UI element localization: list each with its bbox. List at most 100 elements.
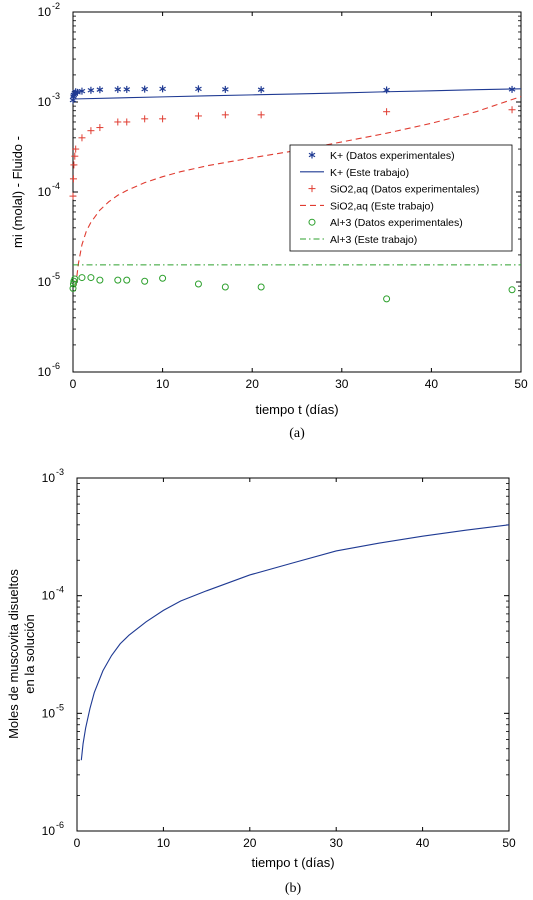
legend-a: K+ (Datos experimentales) K+ (Este trabaj… xyxy=(289,144,513,252)
data-point-circle xyxy=(114,276,122,284)
x-tick-label: 0 xyxy=(70,377,77,391)
data-point-plus xyxy=(141,115,149,123)
legend-circle-swatch xyxy=(308,218,316,226)
y-tick-exponent: -5 xyxy=(56,702,64,712)
y-tick-label: 10 xyxy=(38,365,52,379)
asterisk-stroke xyxy=(78,88,86,94)
asterisk-stroke xyxy=(114,87,122,92)
x-tick-label: 30 xyxy=(335,377,349,391)
y-tick-exponent: -2 xyxy=(52,1,60,11)
y-tick-exponent: -3 xyxy=(52,91,60,101)
data-point-plus xyxy=(71,152,79,160)
data-point-plus xyxy=(114,118,122,126)
series-group-b xyxy=(80,524,510,761)
data-point-circle xyxy=(69,284,77,292)
y-tick-exponent: -3 xyxy=(56,467,64,477)
legend-entry-label: SiO2,aq (Este trabajo) xyxy=(330,200,434,212)
data-point-circle xyxy=(194,280,202,288)
y-tick-label: 10 xyxy=(42,589,56,603)
x-tick-label: 50 xyxy=(514,377,528,391)
x-tick-label: 10 xyxy=(156,377,170,391)
x-axis-label-a: tiempo t (días) xyxy=(255,402,338,417)
data-point-asterisk xyxy=(96,86,104,94)
y-tick-label: 10 xyxy=(38,5,52,19)
data-point-asterisk xyxy=(383,86,390,94)
data-point-circle xyxy=(257,283,265,291)
plot-area-b xyxy=(76,477,510,832)
asterisk-stroke xyxy=(257,87,265,92)
data-point-circle xyxy=(383,295,391,303)
data-point-asterisk xyxy=(195,85,202,93)
data-point-asterisk xyxy=(221,85,229,93)
data-point-plus xyxy=(96,124,104,132)
data-point-plus xyxy=(69,175,77,183)
series-line-b-0 xyxy=(80,524,510,761)
data-point-circle xyxy=(96,276,104,284)
data-point-asterisk xyxy=(257,86,265,94)
data-point-plus xyxy=(383,108,391,116)
y-tick-label: 10 xyxy=(42,824,56,838)
data-point-circle xyxy=(69,280,77,288)
data-point-circle xyxy=(78,274,86,282)
y-tick-exponent: -4 xyxy=(56,585,64,595)
legend-entry-label: Al+3 (Este trabajo) xyxy=(330,234,417,246)
data-point-circle xyxy=(87,274,95,282)
x-tick-label: 0 xyxy=(74,836,81,850)
data-point-plus xyxy=(221,111,229,119)
data-point-circle xyxy=(221,283,229,291)
data-point-circle xyxy=(159,274,167,282)
y-tick-exponent: -5 xyxy=(52,271,60,281)
data-point-plus xyxy=(159,115,167,123)
data-point-plus xyxy=(72,145,80,153)
data-point-plus xyxy=(78,134,86,142)
y-tick-exponent: -6 xyxy=(56,820,64,830)
x-tick-label: 30 xyxy=(330,836,344,850)
x-tick-label: 40 xyxy=(416,836,430,850)
x-tick-label: 50 xyxy=(502,836,516,850)
legend-entry-label: Al+3 (Datos experimentales) xyxy=(330,217,463,229)
x-axis-label-b: tiempo t (días) xyxy=(251,855,334,870)
asterisk-stroke xyxy=(159,86,166,92)
data-point-circle xyxy=(71,275,79,283)
data-point-asterisk xyxy=(74,88,81,96)
data-point-plus xyxy=(123,118,131,126)
x-tick-label: 40 xyxy=(425,377,439,391)
data-point-plus xyxy=(70,161,78,169)
asterisk-stroke xyxy=(74,90,81,95)
data-point-plus xyxy=(194,112,202,120)
legend-entry-label: K+ (Datos experimentales) xyxy=(330,150,455,162)
legend-entry-label: SiO2,aq (Datos experimentales) xyxy=(330,184,479,196)
series-line-a-3 xyxy=(75,96,522,287)
legend-asterisk-swatch xyxy=(308,152,316,158)
asterisk-stroke xyxy=(87,88,95,93)
asterisk-stroke xyxy=(141,86,149,92)
series-line-a-1 xyxy=(72,88,522,100)
y-tick-label: 10 xyxy=(42,471,56,485)
legend-entry-label: K+ (Este trabajo) xyxy=(330,167,409,179)
data-point-circle xyxy=(141,277,149,285)
x-tick-label: 20 xyxy=(246,377,260,391)
data-point-circle xyxy=(508,286,516,294)
y-axis-label-b-line2: en la solución xyxy=(22,614,37,694)
panel-caption-b: (b) xyxy=(285,881,302,896)
data-point-asterisk xyxy=(159,85,166,93)
data-point-plus xyxy=(69,192,77,200)
y-tick-exponent: -6 xyxy=(52,361,60,371)
asterisk-stroke xyxy=(383,87,390,93)
data-point-circle xyxy=(123,276,131,284)
data-point-plus xyxy=(87,127,95,135)
series-group-a xyxy=(69,85,522,303)
asterisk-stroke xyxy=(123,87,131,92)
asterisk-stroke xyxy=(96,87,104,92)
data-point-asterisk xyxy=(78,87,86,95)
y-tick-label: 10 xyxy=(38,275,52,289)
x-tick-label: 20 xyxy=(243,836,257,850)
asterisk-stroke xyxy=(221,87,229,92)
panel-caption-a: (a) xyxy=(289,426,305,441)
asterisk-stroke xyxy=(195,86,202,92)
legend-box xyxy=(289,144,513,252)
data-point-plus xyxy=(508,106,516,114)
